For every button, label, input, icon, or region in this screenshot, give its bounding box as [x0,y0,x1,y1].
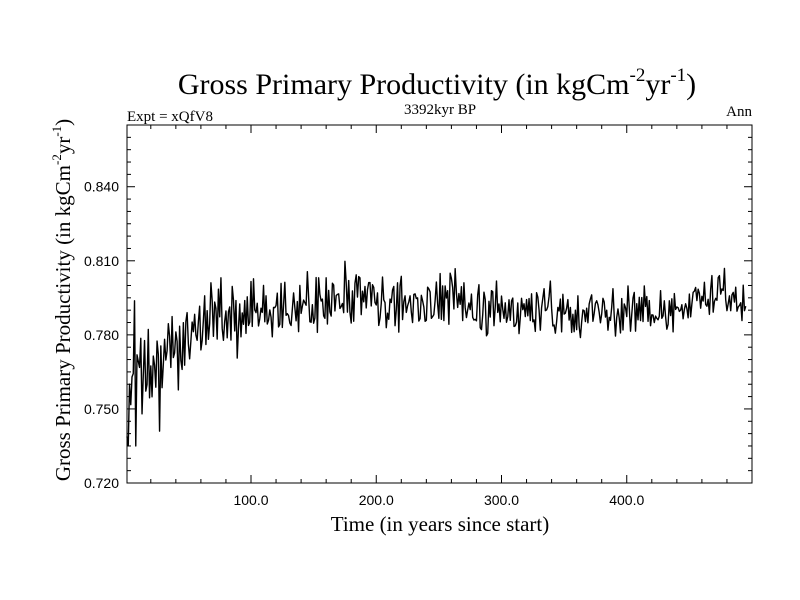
chart-title-end: ) [686,68,696,101]
y-axis-label-sup-1: -2 [49,154,64,165]
x-axis-label: Time (in years since start) [331,512,550,536]
y-tick-label: 0.780 [84,327,119,343]
x-tick-label: 300.0 [484,492,519,508]
y-tick-label: 0.840 [84,179,119,195]
period-label: 3392kyr BP [404,102,476,118]
chart-title-mid: yr [645,68,670,101]
experiment-label: Expt = xQfV8 [127,109,213,125]
y-tick-label: 0.720 [84,475,119,491]
x-ticks: 100.0 200.0 300.0 400.0 [150,125,728,508]
series-line [126,260,747,447]
plot-frame [126,124,753,484]
y-tick-label: 0.810 [84,253,119,269]
x-tick-label: 200.0 [359,492,394,508]
season-label: Ann [726,104,752,120]
chart-title-sup-2: -1 [670,65,686,86]
chart-title: Gross Primary Productivity (in kgCm-2yr-… [178,65,696,101]
y-axis-label: Gross Primary Productivity (in kgCm-2yr-… [49,119,75,481]
y-ticks: 0.720 0.750 0.780 0.810 0.840 [84,136,752,491]
y-axis-label-end: ) [51,119,75,126]
chart-title-sup-1: -2 [630,65,646,86]
y-axis-label-mid: yr [51,137,75,155]
y-axis-label-sup-2: -1 [49,126,64,137]
y-tick-label: 0.750 [84,401,119,417]
x-tick-label: 100.0 [233,492,268,508]
x-tick-label: 400.0 [609,492,644,508]
